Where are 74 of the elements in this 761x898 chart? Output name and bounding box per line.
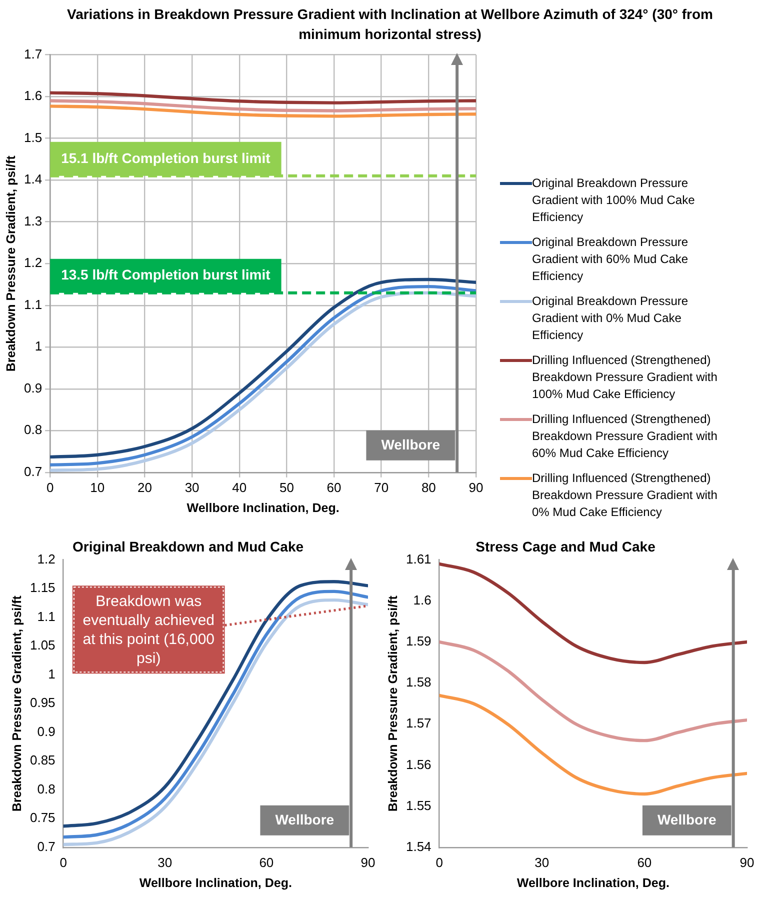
y-tick-label: 1 [34, 338, 42, 354]
x-axis-title: Wellbore Inclination, Deg. [139, 876, 292, 890]
y-tick-label: 0.7 [37, 838, 56, 854]
line-series [439, 694, 747, 796]
legend-label: Original Breakdown Pressure Gradient with 60% Mud Cake Efficiency [532, 234, 690, 285]
x-axis-title: Wellbore Inclination, Deg. [516, 876, 670, 890]
line-series [439, 640, 747, 742]
line-series [50, 104, 476, 118]
y-tick-label: 1.7 [24, 46, 42, 62]
y-tick-label: 1.6 [24, 88, 42, 104]
x-axis-title: Wellbore Inclination, Deg. [186, 500, 340, 515]
x-tick-label: 60 [637, 854, 652, 870]
x-tick-label: 30 [158, 854, 172, 870]
y-tick-label: 1.57 [406, 716, 432, 731]
y-tick-label: 1.15 [30, 580, 56, 596]
x-tick-label: 30 [184, 480, 200, 495]
y-tick-label: 1.05 [30, 638, 56, 653]
y-tick-label: 1.1 [37, 608, 56, 624]
x-tick-label: 90 [740, 854, 754, 870]
chart-title: Original Breakdown and Mud Cake [72, 538, 304, 554]
y-tick-label: 1.54 [406, 838, 432, 854]
y-tick-label: 0.9 [24, 380, 42, 396]
y-tick-label: 0.8 [24, 422, 42, 438]
ref-line-label: Wellbore [657, 811, 717, 828]
legend-label: Drilling Influenced (Strengthened) Breakdown Pressure Gradient with 0% Mud Cake Efficiency [532, 470, 718, 521]
y-axis-title: Breakdown Pressure Gradient, psi/ft [10, 594, 24, 812]
legend-label: Original Breakdown Pressure Gradient with 100% Mud Cake Efficiency [532, 175, 696, 226]
y-tick-label: 1 [48, 666, 56, 682]
y-tick-label: 1.55 [406, 798, 432, 813]
y-tick-label: 0.85 [30, 752, 56, 768]
y-tick-label: 1.2 [24, 255, 42, 270]
ref-line-label: 13.5 lb/ft Completion burst limit [61, 266, 271, 283]
x-tick-label: 30 [534, 854, 550, 870]
y-tick-label: 1.61 [406, 551, 432, 566]
chart-title: Stress Cage and Mud Cake [476, 538, 656, 554]
y-tick-label: 1.4 [24, 172, 42, 187]
x-tick-label: 10 [90, 480, 105, 495]
x-tick-label: 0 [436, 854, 443, 870]
y-tick-label: 0.9 [37, 724, 56, 739]
y-tick-label: 1.3 [24, 213, 42, 228]
legend-label: Original Breakdown Pressure Gradient with 0% Mud Cake Efficiency [532, 293, 690, 344]
y-axis-title: Breakdown Pressure Gradient, psi/ft [386, 594, 400, 812]
ref-line-label: Wellbore [275, 811, 334, 828]
y-tick-label: 1.59 [406, 634, 432, 649]
x-tick-label: 90 [360, 854, 376, 870]
x-tick-label: 80 [421, 480, 436, 495]
y-tick-label: 0.75 [30, 810, 56, 826]
y-tick-label: 0.8 [37, 781, 56, 796]
y-tick-label: 0.7 [24, 464, 42, 479]
x-tick-label: 70 [374, 480, 389, 495]
y-tick-label: 1.58 [406, 674, 432, 690]
x-tick-label: 90 [468, 480, 484, 495]
x-tick-label: 60 [259, 854, 274, 870]
y-axis-title: Breakdown Pressure Gradient, psi/ft [4, 154, 18, 372]
x-tick-label: 0 [60, 854, 67, 870]
chart-title: Variations in Breakdown Pressure Gradient with Inclination at Wellbore Azimuth of 324° (30° from minimum horizontal stress) [66, 5, 714, 44]
ref-line-label: 15.1 lb/ft Completion burst limit [61, 150, 271, 166]
legend-label: Drilling Influenced (Strengthened) Breakdown Pressure Gradient with 100% Mud Cake Efficiency [532, 352, 718, 403]
x-tick-label: 50 [279, 480, 294, 495]
x-tick-label: 60 [326, 480, 342, 495]
y-tick-label: 1.2 [37, 551, 56, 566]
y-tick-label: 1.6 [413, 592, 432, 608]
y-tick-label: 1.56 [406, 756, 432, 772]
line-series [50, 99, 476, 112]
y-tick-label: 0.95 [30, 695, 56, 710]
line-series [439, 562, 747, 664]
x-tick-label: 0 [46, 480, 54, 495]
x-tick-label: 20 [137, 480, 152, 495]
x-tick-label: 40 [232, 480, 247, 495]
ref-line-label: Wellbore [381, 436, 440, 452]
legend-label: Drilling Influenced (Strengthened) Breakdown Pressure Gradient with 60% Mud Cake Efficiency [532, 411, 718, 462]
y-tick-label: 1.5 [24, 130, 42, 145]
annotation: Breakdown was eventually achieved at this point (16,000 psi) [82, 592, 214, 667]
y-tick-label: 1.1 [24, 296, 42, 312]
